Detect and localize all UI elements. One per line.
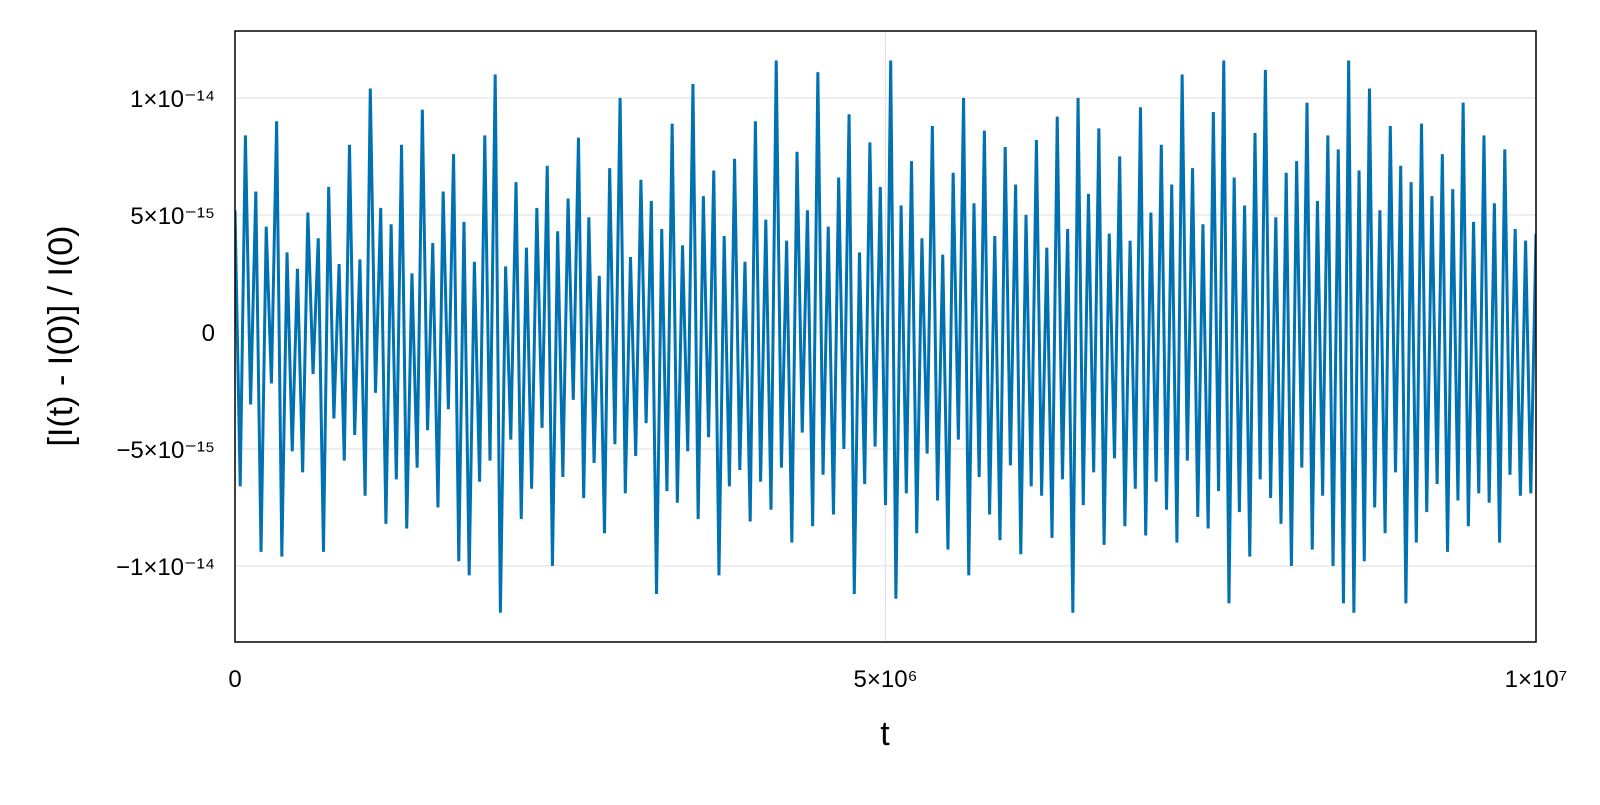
x-tick-label: 0 [228,666,241,693]
y-tick-label: −1×10⁻¹⁴ [116,554,215,581]
y-tick-label: 0 [202,320,215,347]
data-line [235,60,1536,613]
y-tick-label: 5×10⁻¹⁵ [130,203,215,230]
plot-frame [234,30,1537,643]
y-tick-label: −5×10⁻¹⁵ [116,437,215,464]
y-tick-label: 1×10⁻¹⁴ [130,86,215,113]
y-axis-label: [I(t) - I(0)] / I(0) [42,226,80,447]
x-axis-label: t [880,715,890,753]
x-tick-label: 1×10⁷ [1505,666,1568,693]
x-tick-label: 5×10⁶ [854,666,918,693]
